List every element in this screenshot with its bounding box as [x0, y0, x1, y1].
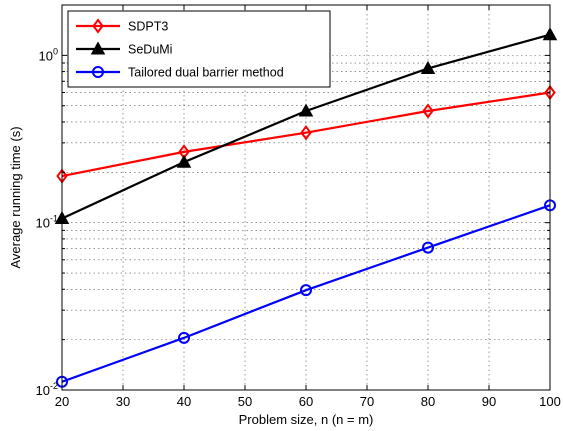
data-point [300, 125, 312, 141]
legend-item: SDPT3 [76, 18, 168, 34]
y-tick-label: 10-1 [36, 214, 58, 231]
legend-item: SeDuMi [76, 41, 172, 57]
series-line [61, 204, 551, 383]
x-tick-label: 80 [421, 394, 435, 409]
series-line [61, 91, 551, 178]
series-layer [54, 27, 558, 388]
legend-label: SDPT3 [128, 20, 168, 34]
x-tick-label: 30 [116, 394, 130, 409]
legend-marker [92, 18, 104, 34]
x-tick-label: 100 [539, 394, 561, 409]
series-1 [54, 27, 558, 224]
tick-labels: 20 30 40 50 60 70 80 90 100 100 10-1 10-2 [36, 46, 561, 409]
legend-marker [90, 41, 106, 55]
y-tick-label: 100 [39, 46, 58, 63]
legend-item: Tailored dual barrier method [76, 66, 284, 80]
x-tick-label: 90 [482, 394, 496, 409]
data-point [178, 331, 190, 344]
legend-label: Tailored dual barrier method [128, 66, 284, 80]
data-point [298, 103, 314, 117]
legend-label: SeDuMi [128, 43, 172, 57]
data-point [422, 103, 434, 119]
x-tick-label: 60 [299, 394, 313, 409]
data-point [422, 241, 434, 254]
legend-marker [92, 66, 104, 78]
axis-ticks [61, 4, 551, 391]
legend: SDPT3 SeDuMi Tailored dual barrier method [67, 10, 331, 88]
data-point [420, 60, 436, 75]
x-tick-label: 50 [238, 394, 252, 409]
y-tick-label: 10-2 [36, 381, 58, 398]
data-point [176, 154, 192, 168]
x-tick-label: 70 [360, 394, 374, 409]
data-point [300, 284, 312, 297]
x-tick-label: 20 [55, 394, 69, 409]
x-tick-label: 40 [177, 394, 191, 409]
x-axis-label: Problem size, n (n = m) [239, 412, 374, 427]
y-axis-label: Average running time (s) [8, 126, 23, 268]
